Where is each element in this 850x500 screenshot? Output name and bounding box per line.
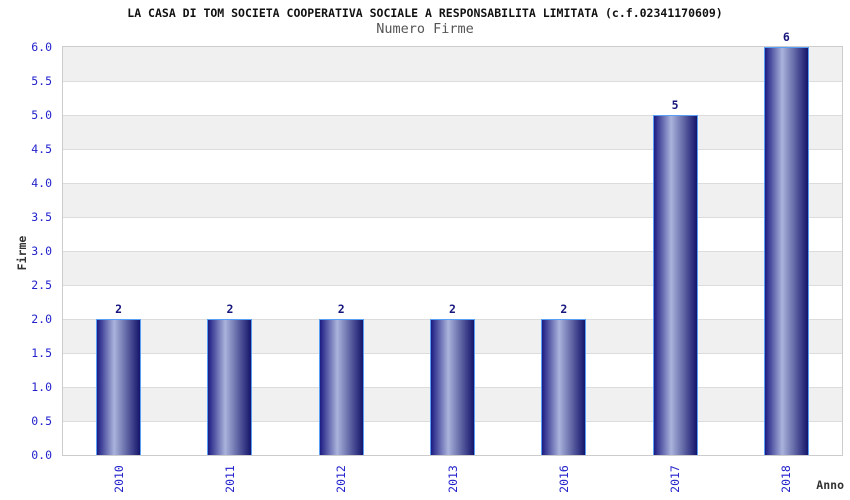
bar <box>207 319 253 455</box>
bar-value-label: 2 <box>449 302 456 316</box>
bar <box>763 47 809 455</box>
y-tick-label: 6.0 <box>31 40 52 54</box>
grid-band <box>63 47 842 81</box>
y-tick-label: 2.5 <box>31 278 52 292</box>
grid-band <box>63 217 842 251</box>
grid-band <box>63 183 842 217</box>
bar <box>541 319 587 455</box>
y-tick-label: 0.5 <box>31 414 52 428</box>
y-tick-label: 3.0 <box>31 244 52 258</box>
y-tick-label: 0.0 <box>31 448 52 462</box>
x-tick-label: 2011 <box>222 465 237 493</box>
x-tick-label: 2013 <box>445 465 460 493</box>
x-axis-label: Anno <box>816 478 844 492</box>
plot-area <box>62 46 843 456</box>
bar-value-label: 2 <box>337 302 345 316</box>
grid-band <box>63 149 842 183</box>
bar <box>318 319 364 455</box>
y-tick-label: 2.0 <box>31 312 52 326</box>
y-axis-label: Firme <box>15 235 29 271</box>
chart-subtitle: Numero Firme <box>376 21 474 37</box>
grid-band <box>63 251 842 285</box>
bar-value-label: 2 <box>115 302 123 316</box>
bar <box>96 319 142 455</box>
bar <box>430 319 475 455</box>
y-tick-label: 5.0 <box>31 108 52 122</box>
x-tick-label: 2016 <box>556 465 571 493</box>
grid-band <box>63 81 842 115</box>
bar-value-label: 5 <box>671 98 679 112</box>
x-tick-label: 2012 <box>334 465 349 493</box>
y-tick-label: 1.0 <box>31 380 52 394</box>
bar-value-label: 2 <box>560 302 568 316</box>
x-tick-label: 2018 <box>779 465 794 493</box>
y-tick-label: 4.0 <box>31 176 52 190</box>
chart-title: LA CASA DI TOM SOCIETA COOPERATIVA SOCIA… <box>127 6 723 20</box>
y-tick-label: 1.5 <box>31 346 52 360</box>
y-tick-label: 3.5 <box>31 210 52 224</box>
x-tick-label: 2017 <box>668 465 683 493</box>
y-tick-label: 4.5 <box>31 142 52 156</box>
y-tick-label: 5.5 <box>31 74 52 88</box>
grid-band <box>63 285 842 319</box>
bar-value-label: 2 <box>226 302 234 316</box>
bar-value-label: 6 <box>782 30 790 44</box>
bar <box>652 115 698 455</box>
grid-band <box>63 115 842 149</box>
x-tick-label: 2010 <box>111 465 126 493</box>
